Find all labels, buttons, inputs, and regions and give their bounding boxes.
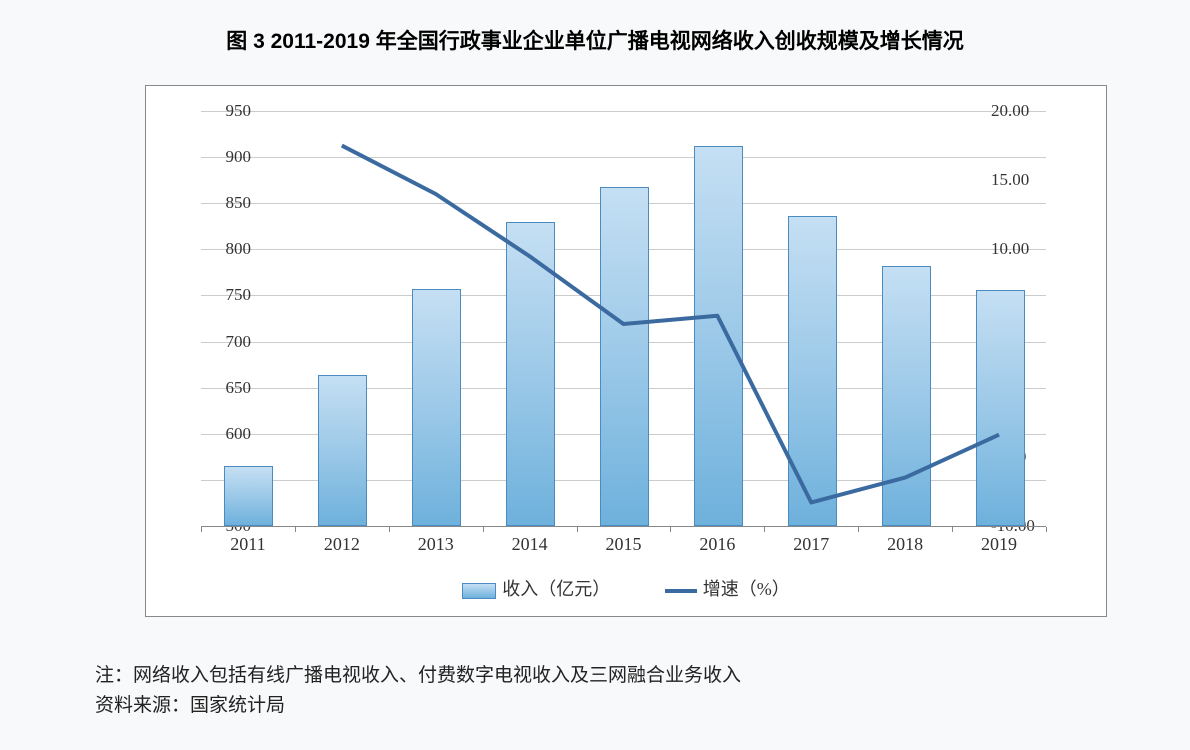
x-tick-label: 2013 bbox=[418, 526, 454, 555]
x-tick-label: 2017 bbox=[793, 526, 829, 555]
x-tick-label: 2018 bbox=[887, 526, 923, 555]
legend-swatch-line bbox=[665, 589, 697, 593]
x-tick-label: 2019 bbox=[981, 526, 1017, 555]
chart-container: 500550600650700750800850900950-10.00-5.0… bbox=[145, 85, 1107, 617]
x-tick-label: 2016 bbox=[699, 526, 735, 555]
x-tick-label: 2014 bbox=[512, 526, 548, 555]
plot-area: 500550600650700750800850900950-10.00-5.0… bbox=[201, 111, 1046, 526]
legend-item-line: 增速（%） bbox=[665, 575, 790, 601]
legend-label-line: 增速（%） bbox=[703, 579, 790, 599]
chart-title: 图 3 2011-2019 年全国行政事业企业单位广播电视网络收入创收规模及增长… bbox=[0, 0, 1190, 55]
x-tick-label: 2015 bbox=[606, 526, 642, 555]
legend-item-bar: 收入（亿元） bbox=[462, 575, 610, 601]
x-tick-label: 2011 bbox=[230, 526, 265, 555]
footnote-source: 资料来源：国家统计局 bbox=[95, 690, 285, 717]
legend: 收入（亿元） 增速（%） bbox=[146, 575, 1106, 601]
legend-swatch-bar bbox=[462, 583, 496, 599]
x-tick-label: 2012 bbox=[324, 526, 360, 555]
footnote-note: 注：网络收入包括有线广播电视收入、付费数字电视收入及三网融合业务收入 bbox=[95, 660, 741, 687]
line-series bbox=[201, 111, 1046, 526]
legend-label-bar: 收入（亿元） bbox=[502, 579, 610, 599]
